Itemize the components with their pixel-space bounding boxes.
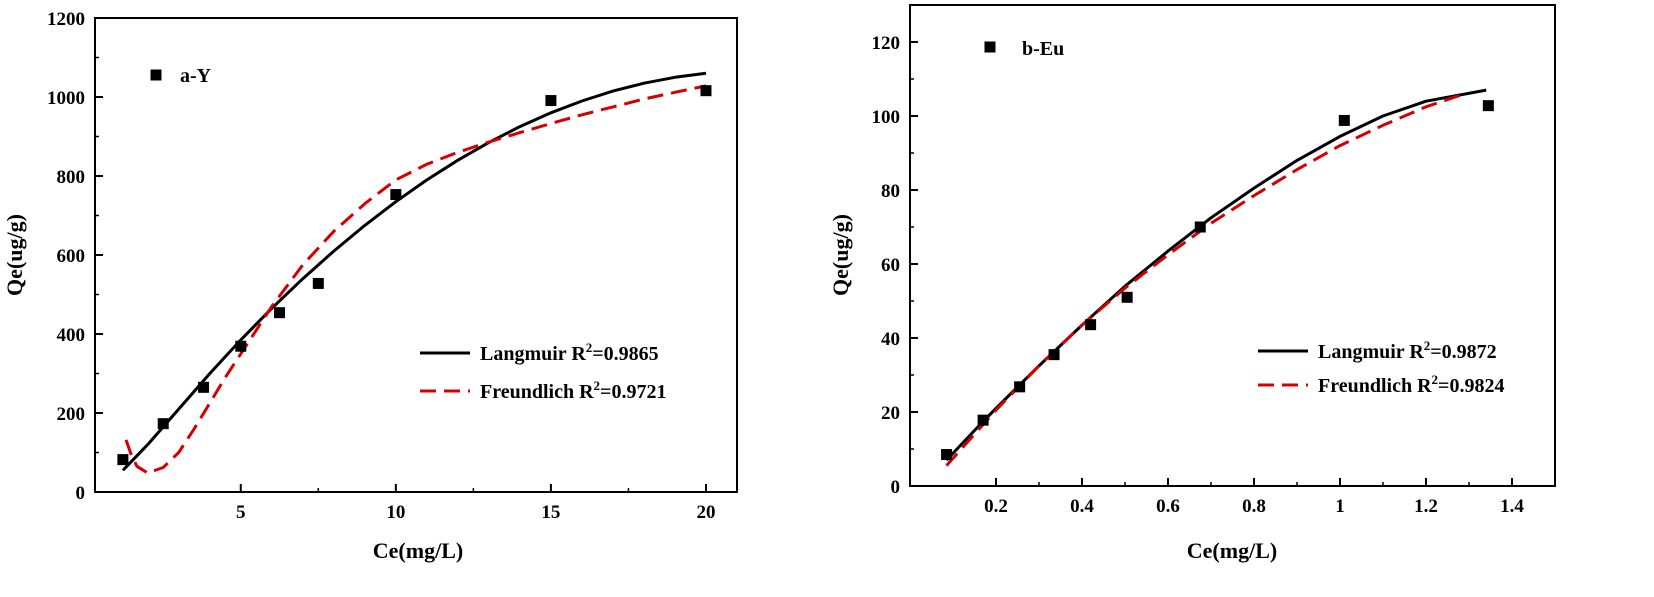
chart2-legend-entry-freundlich: Freundlich R2=0.9824 xyxy=(1318,372,1504,397)
chart2-y-tick-label: 40 xyxy=(881,329,900,350)
chart1-langmuir-fit-line xyxy=(121,71,707,472)
chart2-data-point xyxy=(1482,100,1494,112)
chart1-x-tick-label: 15 xyxy=(541,502,560,523)
chart2-data-point xyxy=(977,414,989,426)
chart1-y-tick-label: 800 xyxy=(57,167,86,188)
chart1-y-tick-label: 400 xyxy=(57,325,86,346)
chart2-y-axis-title: Qe(ug/g) xyxy=(828,214,853,296)
chart2-x-tick-label: 1.2 xyxy=(1414,496,1438,517)
chart2-x-tick-label: 0.4 xyxy=(1070,496,1094,517)
chart1-y-tick-label: 1000 xyxy=(47,88,85,109)
chart2-panel-label-marker xyxy=(984,41,996,53)
chart1-x-axis-title: Ce(mg/L) xyxy=(373,538,463,563)
chart1-data-point xyxy=(312,277,324,289)
chart1-legend-entry-freundlich: Freundlich R2=0.9721 xyxy=(480,378,666,403)
chart2-y-tick-label: 60 xyxy=(881,255,900,276)
chart1-y-tick-label: 600 xyxy=(57,246,86,267)
chart1-y-tick-label: 0 xyxy=(76,483,86,504)
chart-panel-1: 5 10 15 20020040060080010001200Ce(mg/L)Qe(u… xyxy=(2,9,738,563)
chart2-x-tick-label: 0.6 xyxy=(1156,496,1180,517)
chart1-x-tick-label: 5 xyxy=(236,502,246,523)
chart2-y-tick-label: 100 xyxy=(872,107,901,128)
chart2-freundlich-fit-line xyxy=(945,92,1466,467)
chart2-data-point xyxy=(1014,381,1026,393)
chart2-x-axis-title: Ce(mg/L) xyxy=(1187,538,1277,563)
chart1-y-tick-label: 1200 xyxy=(47,9,85,30)
chart2-data-point xyxy=(941,449,953,461)
chart1-y-tick-label: 200 xyxy=(57,404,86,425)
chart1-panel-label-marker xyxy=(150,69,162,81)
chart1-data-point xyxy=(235,340,247,352)
chart2-plot-frame xyxy=(909,4,1556,487)
chart2-x-tick-label: 0.8 xyxy=(1242,496,1266,517)
chart1-data-point xyxy=(157,418,169,430)
chart2-data-point xyxy=(1121,291,1133,303)
chart1-data-point xyxy=(700,85,712,97)
chart2-y-tick-label: 80 xyxy=(881,181,900,202)
chart1-x-tick-label: 10 xyxy=(386,502,405,523)
chart1-data-point xyxy=(545,95,557,107)
chart2-y-tick-label: 20 xyxy=(881,403,900,424)
chart2-y-tick-label: 120 xyxy=(872,33,901,54)
chart1-data-point xyxy=(274,307,286,319)
chart1-x-tick-label: 20 xyxy=(696,502,715,523)
chart1-y-axis-title: Qe(ug/g) xyxy=(2,214,27,296)
chart2-x-tick-label: 0.2 xyxy=(984,496,1008,517)
chart2-y-tick-label: 0 xyxy=(891,477,901,498)
chart1-data-point xyxy=(117,454,129,466)
chart1-plot-frame xyxy=(94,17,738,493)
chart2-legend-entry-langmuir: Langmuir R2=0.9872 xyxy=(1318,338,1497,363)
chart2-x-tick-label: 1 xyxy=(1335,496,1345,517)
chart1-freundlich-fit-line xyxy=(124,84,707,475)
chart2-langmuir-fit-line xyxy=(945,88,1487,462)
chart2-panel-label: b-Eu xyxy=(1022,38,1064,60)
chart1-panel-label: a-Y xyxy=(180,65,212,87)
chart2-x-tick-label: 1.4 xyxy=(1500,496,1524,517)
chart1-data-point xyxy=(198,381,210,393)
chart2-data-point xyxy=(1338,114,1350,126)
chart2-data-point xyxy=(1085,319,1097,331)
chart1-legend-entry-langmuir: Langmuir R2=0.9865 xyxy=(480,340,659,365)
chart1-data-point xyxy=(390,189,402,201)
chart2-data-point xyxy=(1048,349,1060,361)
chart-panel-2: 0.2 0.4 0.6 0.8 1 1.2 1.4 0 20 40 60 80 100 120 Ce(mg/… xyxy=(828,4,1556,563)
chart2-data-point xyxy=(1194,221,1206,233)
